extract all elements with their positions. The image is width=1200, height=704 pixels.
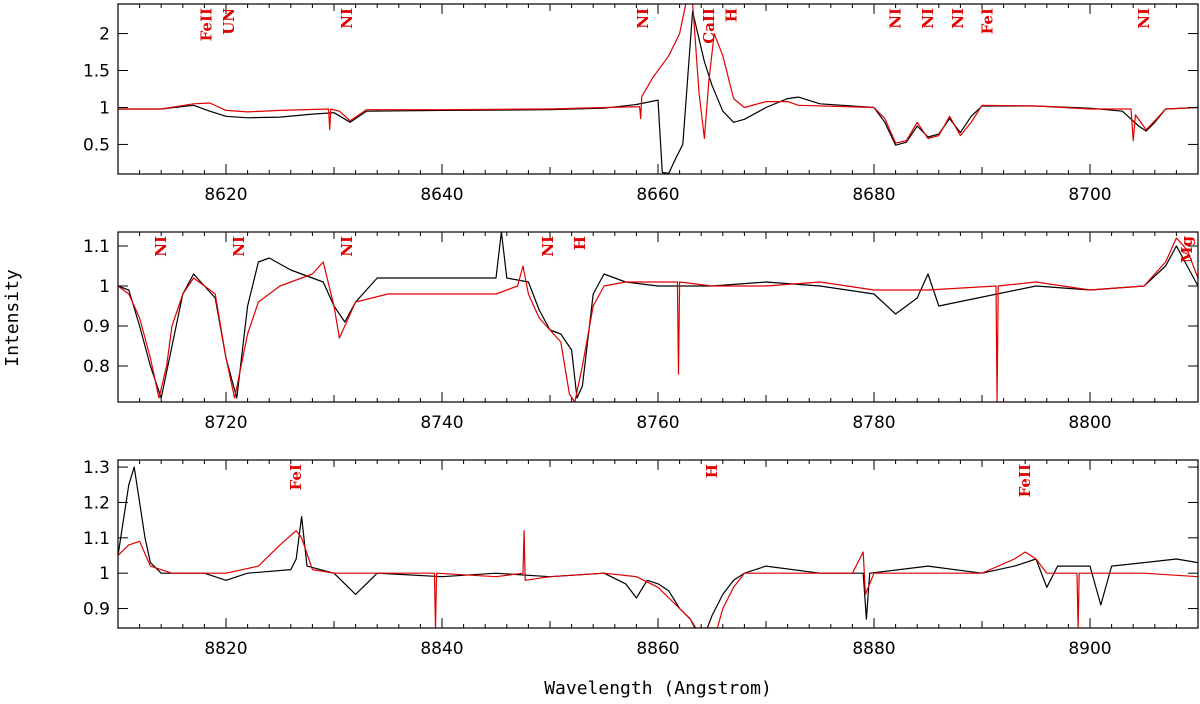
- x-tick-label: 8720: [204, 413, 247, 433]
- line-id-label: NI: [919, 8, 937, 29]
- line-id-label: FeII: [198, 8, 216, 41]
- x-tick-label: 8740: [420, 413, 463, 433]
- x-tick-label: 8820: [204, 639, 247, 659]
- series-line-red: [118, 237, 1198, 402]
- line-id-label: NI: [887, 8, 905, 29]
- line-id-label: H: [703, 464, 721, 478]
- line-id-label: NI: [949, 8, 967, 29]
- panel-2: 8720 8740 8760 8780 8800 0.8 0.9 1 1.1 NI NI NI NI H M…: [83, 231, 1199, 433]
- x-tick-label: 8620: [204, 185, 247, 205]
- panel-series-group: [118, 232, 1198, 402]
- y-tick-label: 1: [99, 98, 110, 118]
- x-tick-label: 8800: [1068, 413, 1111, 433]
- panel-1: 8620 8640 8660 8680 8700 0.5 1 1.5 2 FeII UN NI NI Ca…: [83, 3, 1199, 205]
- y-tick-label: 0.8: [83, 357, 110, 377]
- panel-3: 8820 8840 8860 8880 8900 0.9 1 1.1 1.2 1.3 FeI H FeI…: [83, 458, 1199, 659]
- line-id-label: FeI: [287, 464, 305, 490]
- y-tick-label: 1.1: [83, 237, 110, 257]
- x-axis-title: Wavelength (Angstrom): [544, 678, 772, 699]
- line-id-label: NI: [338, 236, 356, 257]
- line-id-label: H: [722, 8, 740, 22]
- y-tick-label: 1.1: [83, 529, 110, 549]
- panel-series-group: [118, 4, 1198, 174]
- line-id-label: FeII: [1016, 464, 1034, 497]
- x-tick-label: 8840: [420, 639, 463, 659]
- x-tick-label: 8780: [852, 413, 895, 433]
- y-tick-label: 0.9: [83, 600, 110, 620]
- x-tick-label: 8760: [636, 413, 679, 433]
- y-tick-label: 2: [99, 25, 110, 45]
- series-line-black: [118, 232, 1198, 399]
- x-tick-label: 8660: [636, 185, 679, 205]
- y-axis-title: Intensity: [2, 269, 23, 367]
- line-id-label: Mg: [1178, 235, 1196, 263]
- x-tick-label: 8860: [636, 639, 679, 659]
- series-line-black: [118, 10, 1198, 174]
- line-id-label: NI: [338, 8, 356, 29]
- line-id-label: NI: [230, 236, 248, 257]
- line-id-label: NI: [152, 236, 170, 257]
- y-tick-label: 1.2: [83, 493, 110, 513]
- series-line-red: [118, 530, 1198, 628]
- x-tick-label: 8680: [852, 185, 895, 205]
- y-tick-label: 0.9: [83, 317, 110, 337]
- x-tick-label: 8640: [420, 185, 463, 205]
- x-tick-label: 8900: [1068, 639, 1111, 659]
- line-id-label: NI: [634, 8, 652, 29]
- series-line-black: [118, 466, 1198, 628]
- line-id-label: UN: [220, 8, 238, 35]
- y-tick-label: 0.5: [83, 135, 110, 155]
- x-tick-label: 8880: [852, 639, 895, 659]
- y-tick-label: 1.5: [83, 62, 110, 82]
- y-tick-label: 1: [99, 277, 110, 297]
- y-tick-label: 1.3: [83, 458, 110, 478]
- plot-frame: [117, 3, 1199, 175]
- panel-series-group: [118, 466, 1198, 628]
- plot-frame: [117, 231, 1199, 403]
- series-line-red: [118, 4, 1198, 144]
- x-tick-label: 8700: [1068, 185, 1111, 205]
- line-id-label: H: [571, 236, 589, 250]
- line-id-label: NI: [1135, 8, 1153, 29]
- line-id-label: FeI: [978, 8, 996, 34]
- line-id-label: CaII: [700, 8, 718, 44]
- y-tick-label: 1: [99, 564, 110, 584]
- line-id-label: NI: [539, 236, 557, 257]
- plot-frame: [117, 459, 1199, 629]
